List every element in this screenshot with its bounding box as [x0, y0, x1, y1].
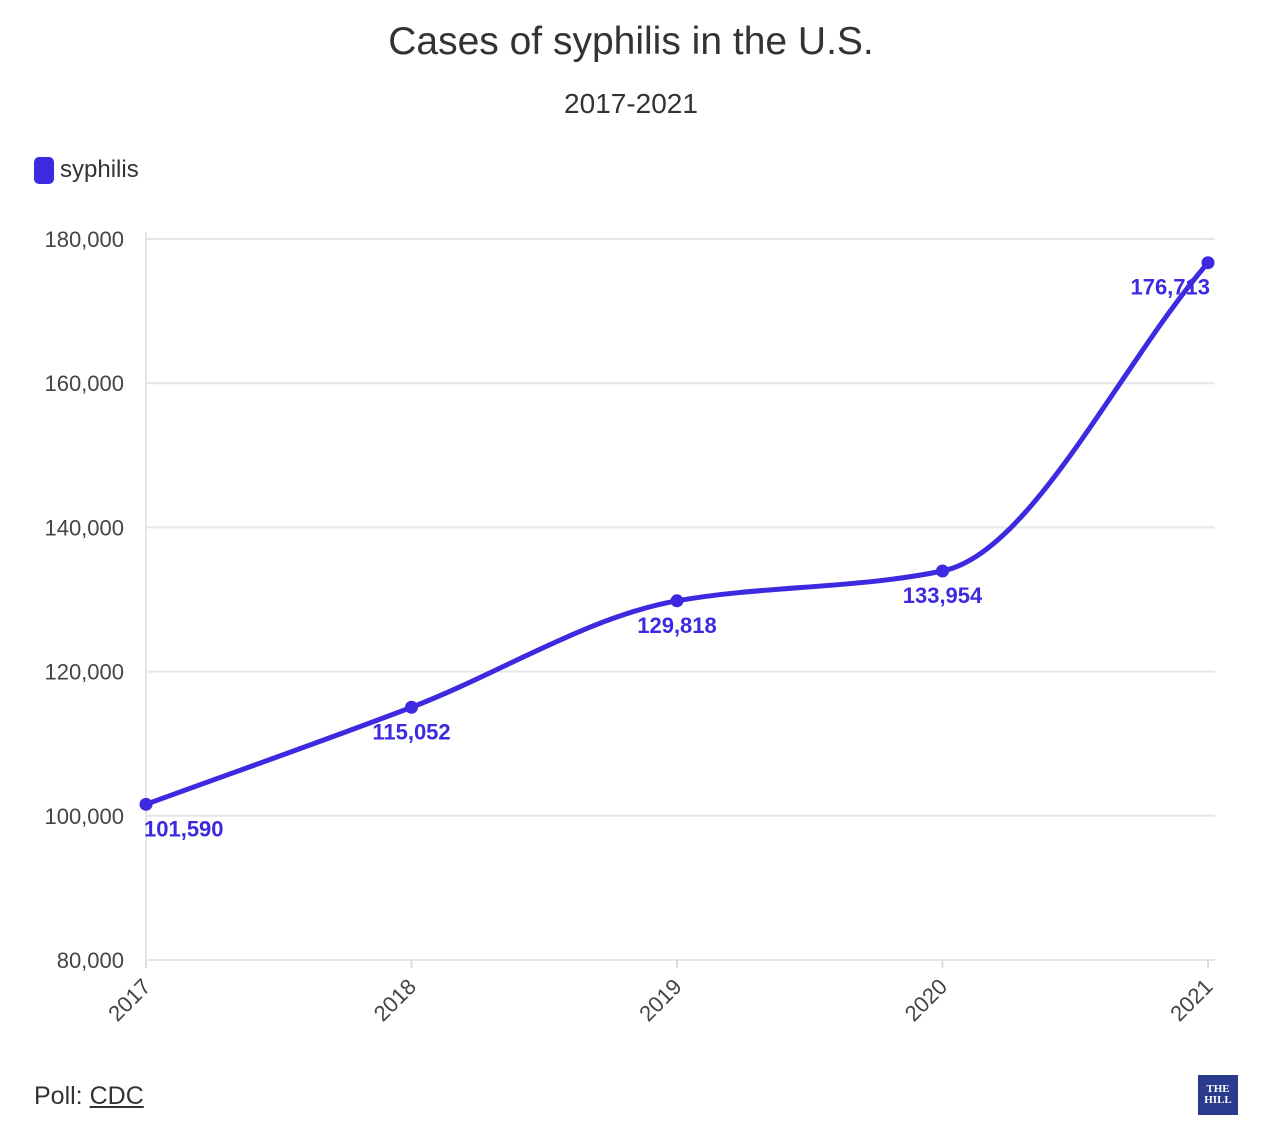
chart-subtitle: 2017-2021: [564, 88, 698, 119]
data-label: 115,052: [372, 719, 450, 744]
x-tick-label: 2018: [369, 974, 421, 1026]
y-tick-label: 180,000: [44, 227, 124, 252]
logo-line2: HILL: [1204, 1094, 1232, 1106]
series-line-syphilis: [143, 260, 1211, 807]
the-hill-logo: THE HILL: [1198, 1075, 1238, 1115]
data-label: 129,818: [637, 613, 717, 638]
x-tick-label: 2017: [103, 974, 155, 1026]
source-link[interactable]: CDC: [89, 1082, 144, 1110]
x-tick-label: 2021: [1165, 974, 1217, 1026]
data-point[interactable]: [139, 797, 153, 811]
x-tick-label: 2019: [634, 974, 686, 1026]
data-label: 133,954: [903, 583, 983, 608]
source-prefix: Poll:: [34, 1082, 90, 1110]
y-tick-label: 80,000: [57, 948, 124, 973]
y-tick-label: 100,000: [44, 804, 124, 829]
legend[interactable]: syphilis: [34, 154, 139, 186]
x-tick-label: 2020: [900, 974, 952, 1026]
y-tick-label: 160,000: [44, 371, 124, 396]
y-tick-label: 140,000: [44, 515, 124, 540]
data-label: 101,590: [144, 816, 224, 841]
data-point[interactable]: [936, 564, 949, 578]
data-point[interactable]: [1201, 256, 1215, 270]
data-point[interactable]: [670, 594, 684, 608]
data-label: 176,713: [1130, 275, 1210, 300]
logo-line1: THE: [1206, 1083, 1230, 1095]
data-point[interactable]: [405, 700, 418, 714]
chart-title: Cases of syphilis in the U.S.: [388, 20, 874, 63]
y-tick-label: 120,000: [44, 660, 124, 685]
legend-swatch: [34, 156, 54, 184]
source-note: Poll: CDC: [34, 1082, 144, 1111]
legend-label: syphilis: [60, 156, 139, 183]
